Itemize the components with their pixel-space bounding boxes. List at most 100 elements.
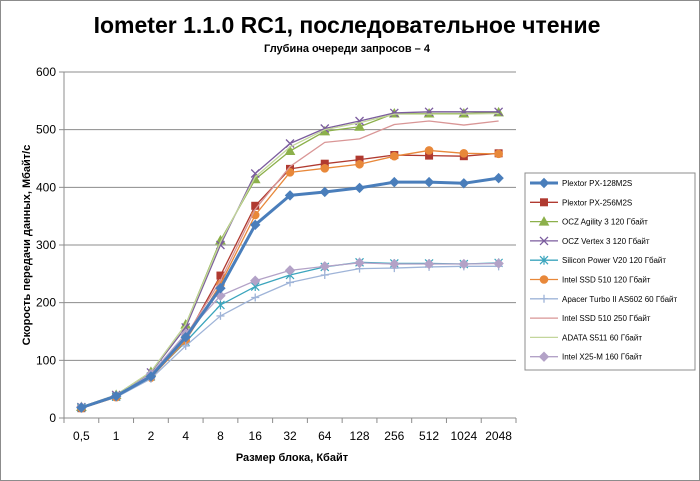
data-point — [493, 258, 504, 269]
data-point — [493, 172, 504, 184]
data-point — [540, 198, 548, 207]
x-axis-title: Размер блока, Кбайт — [236, 452, 349, 464]
x-tick-label: 4 — [182, 429, 189, 443]
chart-title: Iometer 1.1.0 RC1, последовательное чтен… — [94, 12, 601, 38]
legend-label: Intel SSD 510 120 Гбайт — [562, 276, 651, 285]
legend-item: Plextor PX-128M2S — [530, 177, 632, 189]
data-point — [458, 108, 470, 118]
legend-label: Plextor PX-128M2S — [562, 179, 632, 188]
data-point — [320, 164, 330, 173]
data-point — [215, 283, 226, 294]
legend-label: Plextor PX-256M2S — [562, 198, 632, 207]
data-point — [180, 332, 191, 343]
data-point — [539, 275, 549, 284]
x-tick-label: 8 — [217, 429, 224, 443]
axes: 0 100 200 300 400 500 600 0,5 1 2 4 8 16 32 64 128 256 51… — [36, 65, 517, 443]
legend-item: Intel SSD 510 120 Гбайт — [530, 275, 651, 285]
legend-item: OCZ Vertex 3 120 Гбайт — [530, 236, 650, 246]
series-1 — [76, 172, 504, 413]
data-point — [538, 177, 550, 189]
legend-item: Intel SSD 510 250 Гбайт — [530, 314, 651, 323]
data-point — [458, 258, 470, 270]
data-point — [494, 149, 503, 159]
y-tick-label: 200 — [36, 296, 56, 310]
data-point — [423, 258, 435, 270]
data-point — [423, 108, 435, 118]
legend-label: OCZ Agility 3 120 Гбайт — [562, 218, 648, 227]
data-point — [494, 107, 504, 117]
data-point — [354, 121, 365, 131]
legend-label: Apacer Turbo II AS602 60 Гбайт — [562, 295, 677, 304]
series-line — [80, 176, 499, 410]
series-9 — [81, 112, 499, 408]
x-tick-label: 2 — [148, 429, 155, 443]
data-point — [354, 257, 365, 269]
data-point — [250, 275, 261, 286]
series-7 — [77, 262, 503, 412]
data-point — [284, 265, 296, 276]
x-tick-label: 16 — [249, 429, 263, 443]
data-point — [216, 271, 225, 280]
y-tick-label: 600 — [36, 65, 56, 79]
gridlines — [64, 71, 516, 361]
data-point — [286, 278, 294, 287]
y-tick-label: 100 — [36, 353, 56, 367]
data-point — [285, 168, 295, 177]
data-point — [251, 293, 260, 302]
data-point — [539, 236, 549, 246]
y-tick-label: 300 — [36, 238, 56, 252]
series-line — [81, 111, 499, 408]
data-point — [540, 294, 548, 303]
data-point — [319, 261, 330, 272]
x-tick-label: 1024 — [450, 429, 477, 443]
x-tick-label: 32 — [283, 429, 297, 443]
legend-item: Intel X25-M 160 Гбайт — [530, 351, 642, 362]
plot-series — [76, 106, 504, 413]
data-point — [389, 258, 400, 270]
data-point — [181, 341, 190, 350]
data-point — [250, 219, 261, 231]
data-point — [216, 311, 225, 320]
data-point — [538, 216, 550, 226]
data-point — [458, 178, 470, 189]
data-point — [355, 159, 364, 169]
data-point — [539, 255, 549, 265]
data-point — [320, 270, 329, 279]
series-line — [81, 265, 499, 409]
x-tick-label: 64 — [318, 429, 332, 443]
legend-label: ADATA S511 60 Гбайт — [562, 333, 642, 342]
data-point — [250, 169, 260, 178]
x-tick-label: 0,5 — [73, 429, 90, 443]
data-point — [319, 186, 330, 198]
legend-label: Silicon Power V20 120 Гбайт — [562, 256, 666, 265]
legend-item: OCZ Agility 3 120 Гбайт — [530, 216, 648, 227]
data-point — [390, 151, 399, 161]
x-tick-label: 2048 — [485, 429, 512, 443]
y-axis-title: Скорость передачи данных, Мбайт/с — [21, 145, 33, 346]
data-point — [76, 402, 87, 413]
legend-item: Apacer Turbo II AS602 60 Гбайт — [530, 295, 677, 304]
data-point — [424, 146, 434, 155]
series-line — [81, 112, 499, 408]
data-point — [459, 149, 469, 158]
legend: Plextor PX-128M2S Plextor PX-256M2S OCZ Ag… — [524, 172, 696, 371]
data-point — [216, 300, 225, 310]
x-tick-label: 128 — [350, 429, 370, 443]
x-tick-label: 256 — [384, 429, 404, 443]
legend-label: OCZ Vertex 3 120 Гбайт — [562, 237, 650, 246]
data-point — [284, 145, 296, 156]
legend-label: Intel X25-M 160 Гбайт — [562, 353, 642, 362]
legend-item: Silicon Power V20 120 Гбайт — [530, 255, 666, 265]
chart-subtitle: Глубина очереди запросов – 4 — [264, 43, 431, 55]
data-point — [284, 190, 296, 201]
data-point — [538, 351, 550, 362]
data-point — [423, 176, 435, 188]
legend-item: ADATA S511 60 Гбайт — [530, 333, 642, 342]
y-tick-label: 400 — [36, 180, 56, 194]
series-3 — [76, 106, 504, 412]
data-point — [389, 108, 399, 118]
x-tick-label: 1 — [113, 429, 120, 443]
legend-label: Intel SSD 510 250 Гбайт — [562, 314, 651, 323]
data-point — [389, 176, 400, 188]
